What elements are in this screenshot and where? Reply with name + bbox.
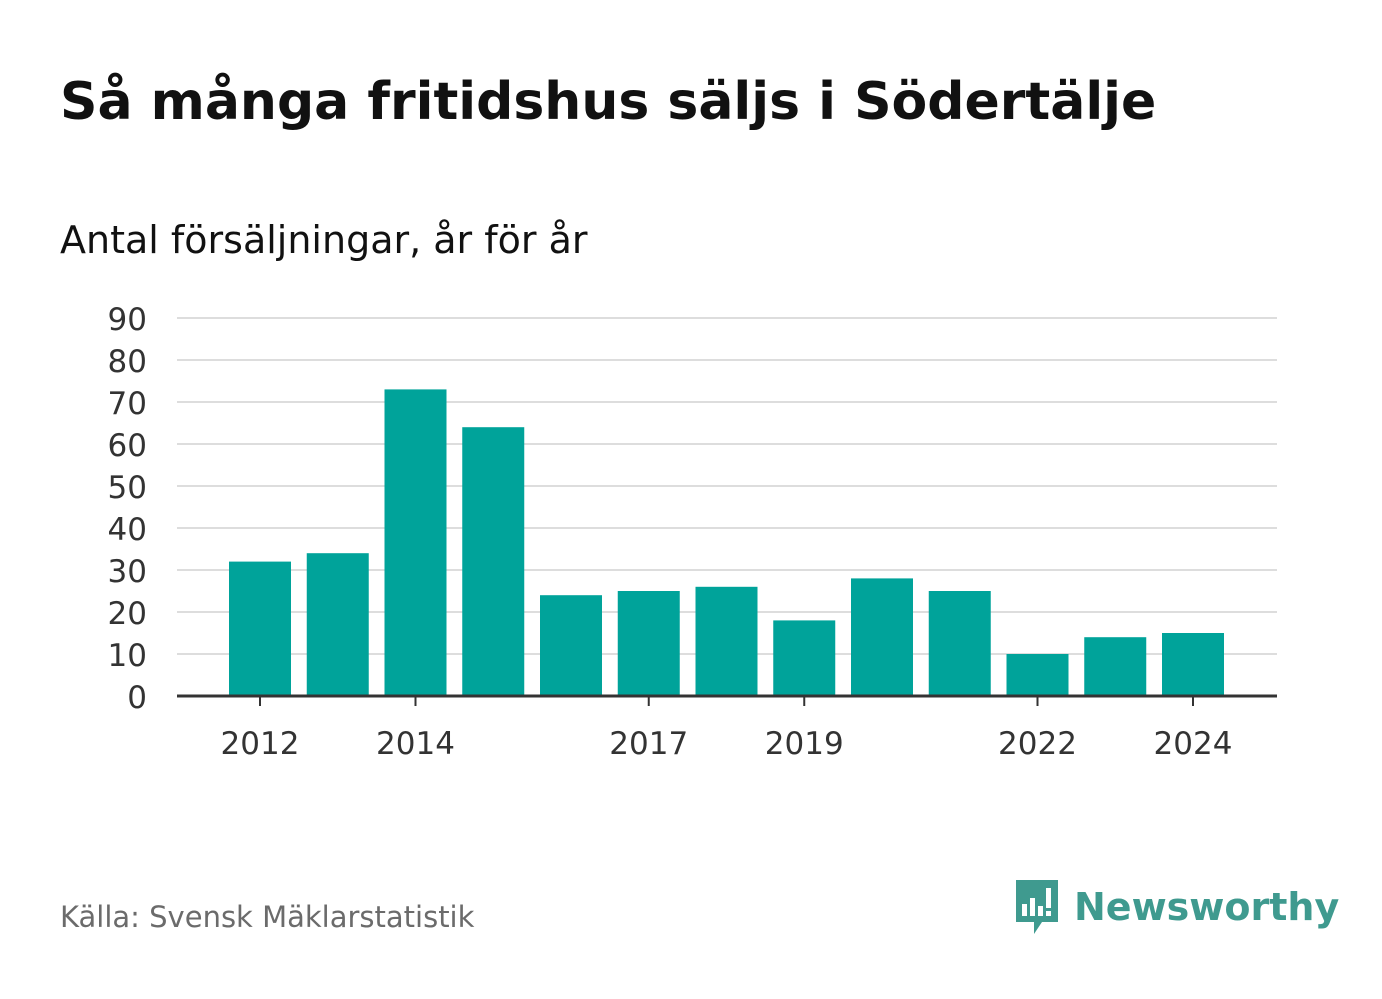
bar-2012 [229, 561, 291, 696]
brand-logo: Newsworthy [1012, 876, 1339, 938]
bar-2020 [851, 578, 913, 696]
brand-name: Newsworthy [1074, 885, 1340, 929]
y-tick-label: 30 [108, 554, 147, 590]
newsworthy-logo-icon [1016, 880, 1058, 934]
bar-2023 [1084, 637, 1147, 696]
y-tick-label: 10 [108, 638, 147, 674]
bar-2015 [462, 427, 525, 696]
chart-title: Så många fritidshus säljs i Södertälje [60, 72, 1157, 132]
y-tick-label: 60 [108, 428, 147, 464]
y-tick-label: 90 [108, 302, 147, 338]
bar-2022 [1006, 654, 1069, 696]
bar-2024 [1162, 633, 1224, 696]
chart-subtitle: Antal försäljningar, år för år [60, 218, 588, 262]
y-tick-label: 40 [108, 512, 147, 548]
bar-2019 [773, 620, 836, 696]
bar-2016 [540, 595, 602, 696]
y-tick-label: 80 [108, 344, 147, 380]
bar-2018 [695, 586, 758, 696]
y-tick-label: 0 [127, 680, 147, 716]
x-tick-label: 2022 [998, 726, 1077, 762]
x-tick-label: 2012 [221, 726, 300, 762]
bar-2021 [928, 591, 991, 696]
bar-2017 [617, 591, 680, 696]
x-tick-label: 2014 [376, 726, 455, 762]
y-tick-label: 50 [108, 470, 147, 506]
y-tick-label: 70 [108, 386, 147, 422]
bar-2014 [384, 389, 447, 696]
x-tick-label: 2019 [765, 726, 844, 762]
bar-2013 [306, 553, 369, 696]
source-note: Källa: Svensk Mäklarstatistik [60, 900, 475, 934]
x-tick-label: 2017 [609, 726, 688, 762]
x-tick-label: 2024 [1154, 726, 1233, 762]
y-tick-label: 20 [108, 596, 147, 632]
